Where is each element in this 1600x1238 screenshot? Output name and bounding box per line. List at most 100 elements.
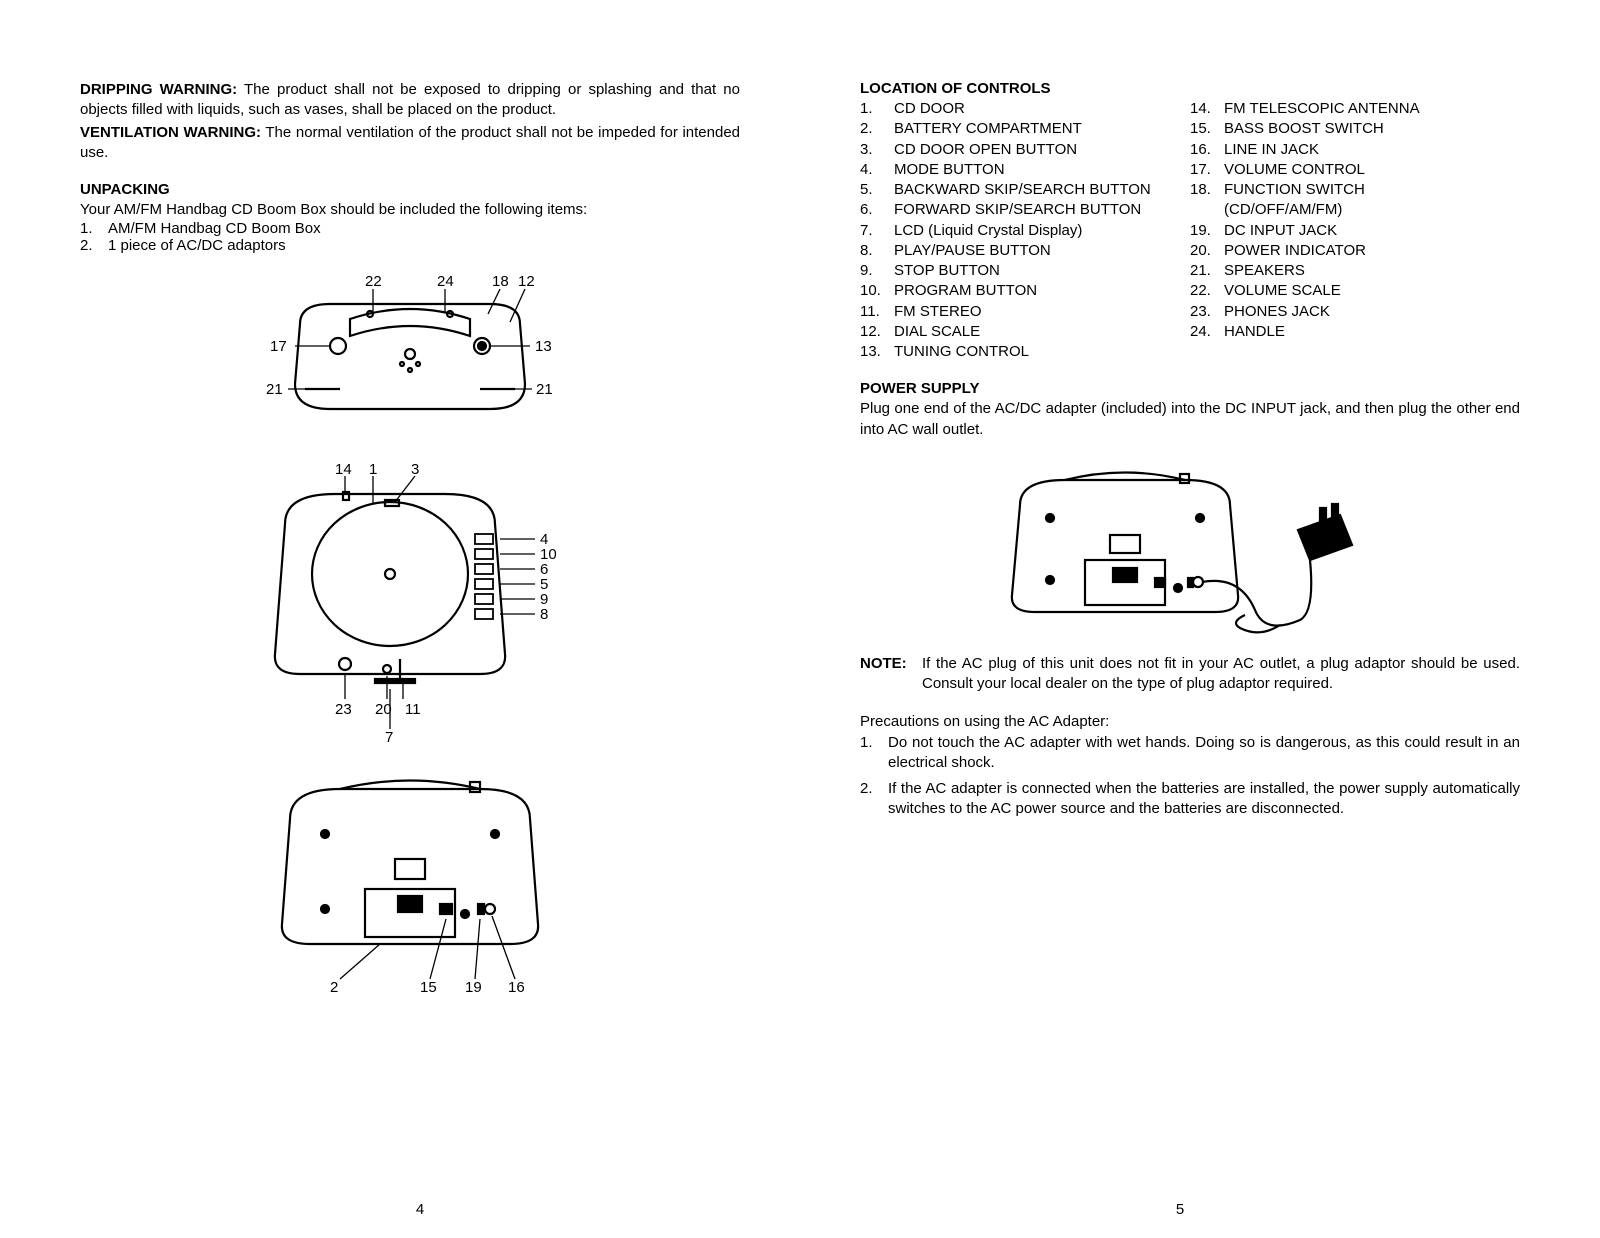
control-item: 18.FUNCTION SWITCH: [1190, 180, 1520, 200]
control-text: FORWARD SKIP/SEARCH BUTTON: [894, 200, 1141, 220]
control-text: SPEAKERS: [1224, 261, 1305, 281]
callout-22: 22: [365, 274, 382, 290]
control-text: DIAL SCALE: [894, 322, 980, 342]
control-num: 5.: [860, 180, 894, 200]
callout-23: 23: [335, 701, 352, 718]
dripping-label: DRIPPING WARNING:: [80, 81, 237, 98]
control-num: 15.: [1190, 119, 1224, 139]
controls-col-1: 1.CD DOOR2.BATTERY COMPARTMENT3.CD DOOR …: [860, 99, 1190, 362]
control-text: FUNCTION SWITCH: [1224, 180, 1365, 200]
control-num: 18.: [1190, 180, 1224, 200]
control-num: 6.: [860, 200, 894, 220]
unpacking-title: UNPACKING: [80, 181, 740, 198]
control-text: VOLUME CONTROL: [1224, 160, 1365, 180]
control-text: TUNING CONTROL: [894, 342, 1029, 362]
diagram-top-view: 22 24 18 12 17 13 21 21: [80, 274, 740, 444]
unpacking-list: 1.AM/FM Handbag CD Boom Box 2.1 piece of…: [80, 220, 740, 254]
page-left: DRIPPING WARNING: The product shall not …: [40, 80, 800, 1198]
control-num: 3.: [860, 140, 894, 160]
control-item: 7.LCD (Liquid Crystal Display): [860, 221, 1190, 241]
control-item: 15.BASS BOOST SWITCH: [1190, 119, 1520, 139]
controls-list: 1.CD DOOR2.BATTERY COMPARTMENT3.CD DOOR …: [860, 99, 1520, 362]
control-text: LINE IN JACK: [1224, 140, 1319, 160]
control-item: 24.HANDLE: [1190, 322, 1520, 342]
control-num: 11.: [860, 302, 894, 322]
control-text: BASS BOOST SWITCH: [1224, 119, 1384, 139]
note-label: NOTE:: [860, 654, 922, 695]
control-text: MODE BUTTON: [894, 160, 1005, 180]
control-text: BACKWARD SKIP/SEARCH BUTTON: [894, 180, 1151, 200]
control-num: 24.: [1190, 322, 1224, 342]
list-text: Do not touch the AC adapter with wet han…: [888, 733, 1520, 774]
control-num: 23.: [1190, 302, 1224, 322]
control-item: 22.VOLUME SCALE: [1190, 281, 1520, 301]
control-num: 17.: [1190, 160, 1224, 180]
control-text: CD DOOR OPEN BUTTON: [894, 140, 1077, 160]
control-item: 10.PROGRAM BUTTON: [860, 281, 1190, 301]
control-item: 8.PLAY/PAUSE BUTTON: [860, 241, 1190, 261]
control-num: 13.: [860, 342, 894, 362]
power-title: POWER SUPPLY: [860, 380, 1520, 397]
control-num: 2.: [860, 119, 894, 139]
callout-2: 2: [330, 979, 338, 994]
control-item: 4.MODE BUTTON: [860, 160, 1190, 180]
control-item: 20.POWER INDICATOR: [1190, 241, 1520, 261]
control-item: 5.BACKWARD SKIP/SEARCH BUTTON: [860, 180, 1190, 200]
callout-19: 19: [465, 979, 482, 994]
control-text: BATTERY COMPARTMENT: [894, 119, 1082, 139]
control-num: 10.: [860, 281, 894, 301]
control-item: 19.DC INPUT JACK: [1190, 221, 1520, 241]
note-block: NOTE: If the AC plug of this unit does n…: [860, 654, 1520, 695]
control-item: 23.PHONES JACK: [1190, 302, 1520, 322]
control-num: 16.: [1190, 140, 1224, 160]
ventilation-warning: VENTILATION WARNING: The normal ventilat…: [80, 123, 740, 164]
control-item: 17.VOLUME CONTROL: [1190, 160, 1520, 180]
list-num: 2.: [80, 237, 108, 254]
callout-1: 1: [369, 464, 377, 478]
control-text: STOP BUTTON: [894, 261, 1000, 281]
control-item: 21.SPEAKERS: [1190, 261, 1520, 281]
control-text: LCD (Liquid Crystal Display): [894, 221, 1082, 241]
list-text: If the AC adapter is connected when the …: [888, 779, 1520, 820]
control-item: 13.TUNING CONTROL: [860, 342, 1190, 362]
control-text: PLAY/PAUSE BUTTON: [894, 241, 1051, 261]
location-title: LOCATION OF CONTROLS: [860, 80, 1520, 97]
control-num: 7.: [860, 221, 894, 241]
control-item: 1.CD DOOR: [860, 99, 1190, 119]
control-item: 11.FM STEREO: [860, 302, 1190, 322]
control-num: [1190, 200, 1224, 220]
control-num: 8.: [860, 241, 894, 261]
list-num: 2.: [860, 779, 888, 820]
control-text: DC INPUT JACK: [1224, 221, 1337, 241]
list-num: 1.: [860, 733, 888, 774]
page-number-left: 4: [40, 1201, 800, 1218]
diagram-front-view: 14 1 3 4 10 6 5 9 8 23 20 11 7: [80, 464, 740, 744]
diagram-power-supply: [860, 460, 1520, 640]
precautions-block: Precautions on using the AC Adapter: 1.D…: [860, 712, 1520, 819]
control-text: CD DOOR: [894, 99, 965, 119]
control-item: 3.CD DOOR OPEN BUTTON: [860, 140, 1190, 160]
control-item: 14.FM TELESCOPIC ANTENNA: [1190, 99, 1520, 119]
note-text: If the AC plug of this unit does not fit…: [922, 654, 1520, 695]
callout-3: 3: [411, 464, 419, 478]
callout-21a: 21: [266, 381, 283, 398]
control-text: POWER INDICATOR: [1224, 241, 1366, 261]
control-num: 4.: [860, 160, 894, 180]
control-item: (CD/OFF/AM/FM): [1190, 200, 1520, 220]
control-num: 12.: [860, 322, 894, 342]
dripping-warning: DRIPPING WARNING: The product shall not …: [80, 80, 740, 121]
page-right: LOCATION OF CONTROLS 1.CD DOOR2.BATTERY …: [800, 80, 1560, 1198]
callout-15: 15: [420, 979, 437, 994]
list-num: 1.: [80, 220, 108, 237]
control-text: PROGRAM BUTTON: [894, 281, 1037, 301]
callout-24: 24: [437, 274, 454, 290]
control-text: FM TELESCOPIC ANTENNA: [1224, 99, 1420, 119]
control-text: FM STEREO: [894, 302, 982, 322]
unpacking-intro: Your AM/FM Handbag CD Boom Box should be…: [80, 200, 740, 220]
controls-col-2: 14.FM TELESCOPIC ANTENNA15.BASS BOOST SW…: [1190, 99, 1520, 362]
callout-12: 12: [518, 274, 535, 290]
power-text: Plug one end of the AC/DC adapter (inclu…: [860, 399, 1520, 440]
list-text: 1 piece of AC/DC adaptors: [108, 237, 286, 254]
control-text: VOLUME SCALE: [1224, 281, 1341, 301]
control-item: 16.LINE IN JACK: [1190, 140, 1520, 160]
